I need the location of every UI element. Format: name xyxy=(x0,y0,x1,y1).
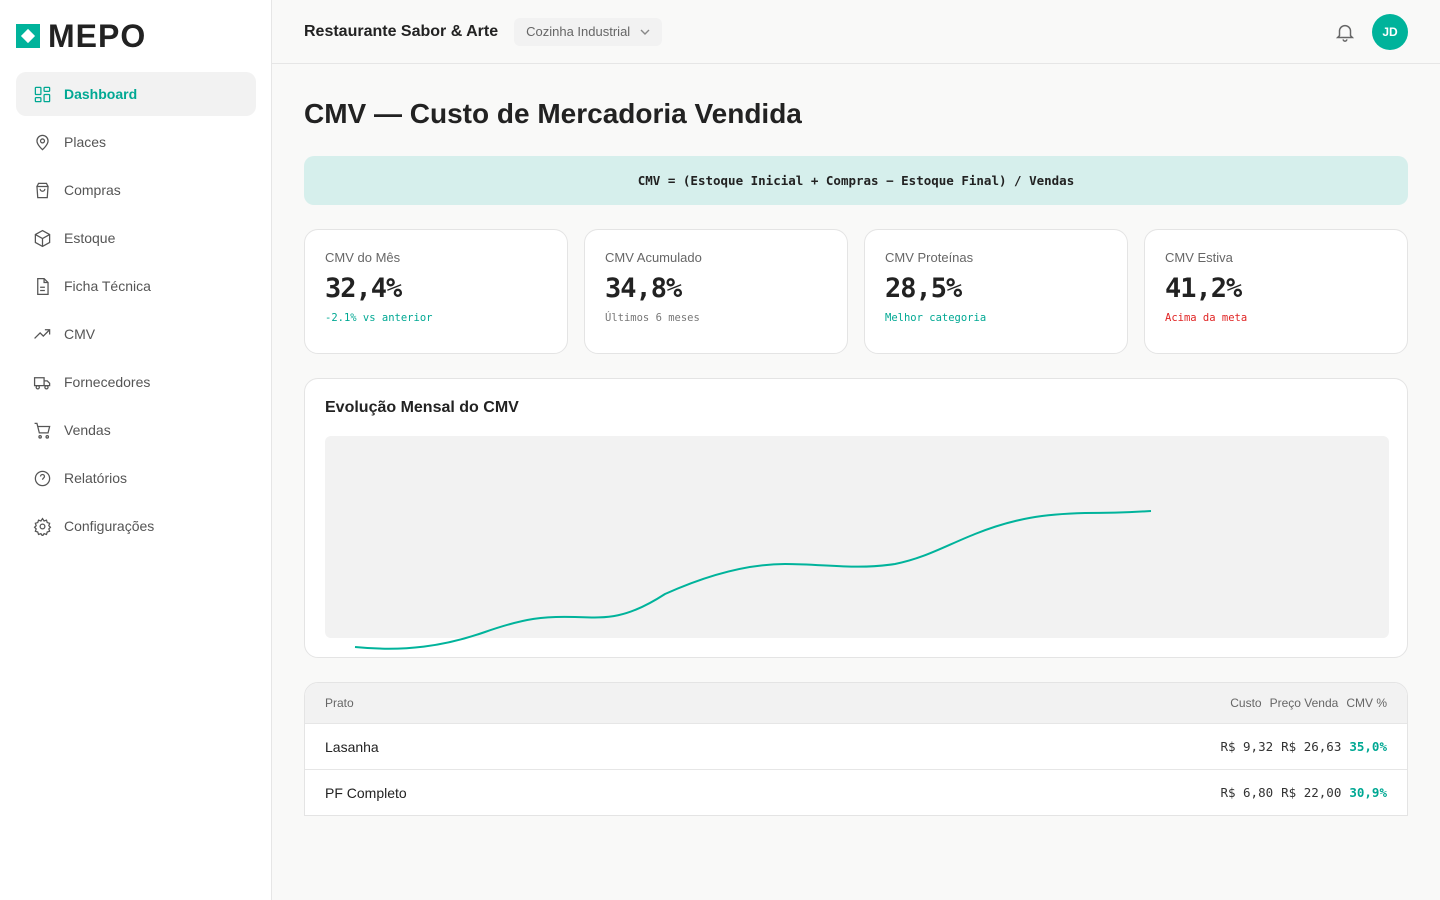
dish-name: PF Completo xyxy=(325,784,407,801)
sidebar-item-compras[interactable]: Compras xyxy=(16,168,256,212)
cmv-line xyxy=(354,510,1152,650)
kpi-card: CMV Proteínas 28,5% Melhor categoria xyxy=(864,229,1128,354)
sidebar-item-dashboard[interactable]: Dashboard xyxy=(16,72,256,116)
kpi-label: CMV Estiva xyxy=(1165,250,1233,265)
kpi-subtext: Acima da meta xyxy=(1165,312,1248,324)
table-row[interactable]: PF Completo R$ 6,80 R$ 22,00 30,9% xyxy=(305,769,1407,815)
dish-cost: R$ 6,80 xyxy=(1220,785,1274,800)
chart-area xyxy=(325,436,1389,638)
kpi-value: 34,8% xyxy=(605,273,682,304)
sidebar-item-places[interactable]: Places xyxy=(16,120,256,164)
col-preco-venda[interactable]: Preço Venda xyxy=(1269,696,1339,710)
sidebar-nav: Dashboard Places Compras Estoque Ficha Técni… xyxy=(16,72,256,552)
dish-name: Lasanha xyxy=(325,738,379,755)
kpi-card: CMV Estiva 41,2% Acima da meta xyxy=(1144,229,1408,354)
map-pin-icon xyxy=(32,132,52,152)
sidebar-item-label: Dashboard xyxy=(64,86,138,102)
dish-cmv: 35,0% xyxy=(1349,739,1387,754)
kpi-cards: CMV do Mês 32,4% -2.1% vs anterior CMV Acum… xyxy=(304,229,1408,354)
gear-icon xyxy=(32,516,52,536)
kpi-subtext: Melhor categoria xyxy=(885,312,987,324)
sidebar-item-relatorios[interactable]: Relatórios xyxy=(16,456,256,500)
sidebar-item-vendas[interactable]: Vendas xyxy=(16,408,256,452)
kpi-card: CMV Acumulado 34,8% Últimos 6 meses xyxy=(584,229,848,354)
package-icon xyxy=(32,228,52,248)
cart-icon xyxy=(32,420,52,440)
unit-selector-label: Cozinha Industrial xyxy=(526,24,631,39)
sidebar-item-cmv[interactable]: CMV xyxy=(16,312,256,356)
dish-price: R$ 22,00 xyxy=(1281,785,1342,800)
chevron-down-icon xyxy=(640,29,650,35)
cmv-line-chart xyxy=(354,510,1152,650)
shopping-bag-icon xyxy=(32,180,52,200)
kpi-label: CMV do Mês xyxy=(325,250,401,265)
kpi-card: CMV do Mês 32,4% -2.1% vs anterior xyxy=(304,229,568,354)
main-content: CMV — Custo de Mercadoria Vendida CMV = … xyxy=(304,64,1408,816)
grid-icon xyxy=(32,84,52,104)
sidebar: MEPO Dashboard Places Compras Estoque Ficha … xyxy=(0,0,272,900)
sidebar-item-label: Vendas xyxy=(64,422,111,438)
kpi-label: CMV Proteínas xyxy=(885,250,974,265)
table-header: Prato Custo Preço Venda CMV % xyxy=(305,683,1407,723)
help-circle-icon xyxy=(32,468,52,488)
bell-icon[interactable] xyxy=(1334,21,1356,43)
sidebar-item-fornecedores[interactable]: Fornecedores xyxy=(16,360,256,404)
sidebar-item-label: Ficha Técnica xyxy=(64,278,151,294)
sidebar-item-label: Relatórios xyxy=(64,470,128,486)
sidebar-item-label: Fornecedores xyxy=(64,374,151,390)
col-prato[interactable]: Prato xyxy=(325,696,354,710)
dish-cost: R$ 9,32 xyxy=(1220,739,1274,754)
chart-title: Evolução Mensal do CMV xyxy=(325,399,519,416)
sidebar-item-label: Configurações xyxy=(64,518,155,534)
kpi-value: 28,5% xyxy=(885,273,962,304)
unit-selector[interactable]: Cozinha Industrial xyxy=(514,17,663,46)
kpi-subtext: -2.1% vs anterior xyxy=(325,312,433,324)
truck-icon xyxy=(32,372,52,392)
dish-table: Prato Custo Preço Venda CMV % Lasanha R$ … xyxy=(304,682,1408,816)
sidebar-item-label: Places xyxy=(64,134,107,150)
kpi-value: 32,4% xyxy=(325,273,402,304)
header: Restaurante Sabor & Arte Cozinha Industr… xyxy=(272,0,1440,64)
kpi-label: CMV Acumulado xyxy=(605,250,702,265)
logo-mark-icon xyxy=(16,24,40,48)
formula-banner: CMV = (Estoque Inicial + Compras − Estoq… xyxy=(304,156,1408,205)
file-text-icon xyxy=(32,276,52,296)
restaurant-name: Restaurante Sabor & Arte xyxy=(304,22,499,40)
sidebar-item-label: Estoque xyxy=(64,230,116,246)
trending-up-icon xyxy=(32,324,52,344)
sidebar-item-label: CMV xyxy=(64,326,96,342)
table-row[interactable]: Lasanha R$ 9,32 R$ 26,63 35,0% xyxy=(305,723,1407,769)
page-title: CMV — Custo de Mercadoria Vendida xyxy=(304,98,802,129)
kpi-value: 41,2% xyxy=(1165,273,1242,304)
sidebar-item-configuracoes[interactable]: Configurações xyxy=(16,504,256,548)
logo[interactable]: MEPO xyxy=(16,18,147,54)
sidebar-item-ficha-tecnica[interactable]: Ficha Técnica xyxy=(16,264,256,308)
sidebar-item-estoque[interactable]: Estoque xyxy=(16,216,256,260)
dish-cmv: 30,9% xyxy=(1349,785,1387,800)
logo-text: MEPO xyxy=(48,18,147,54)
col-custo[interactable]: Custo xyxy=(1230,696,1262,710)
kpi-subtext: Últimos 6 meses xyxy=(605,312,700,324)
col-cmv[interactable]: CMV % xyxy=(1346,696,1387,710)
avatar[interactable]: JD xyxy=(1372,14,1408,50)
dish-price: R$ 26,63 xyxy=(1281,739,1342,754)
sidebar-item-label: Compras xyxy=(64,182,121,198)
chart-card: Evolução Mensal do CMV xyxy=(304,378,1408,658)
